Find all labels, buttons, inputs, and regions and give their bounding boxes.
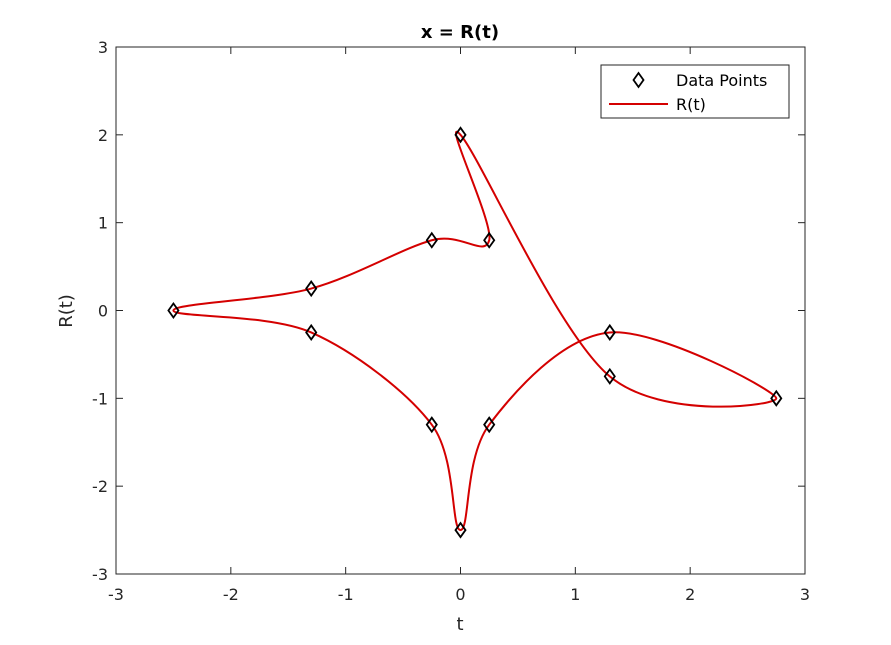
data-point-marker: [770, 389, 783, 407]
data-point-marker: [425, 231, 438, 249]
data-point-marker: [603, 367, 616, 385]
x-tick-label: -2: [223, 585, 239, 604]
x-tick-label: -3: [108, 585, 124, 604]
x-tick-label: -1: [338, 585, 354, 604]
data-point-marker: [603, 323, 616, 342]
data-point-marker: [483, 231, 496, 249]
legend-marker-slot: [632, 71, 645, 89]
data-point-marker: [305, 323, 318, 342]
x-tick-label: 0: [455, 585, 465, 604]
y-axis-label: R(t): [56, 294, 77, 328]
y-tick-label: 2: [98, 126, 108, 145]
data-point-marker: [305, 279, 318, 298]
y-tick-label: -3: [92, 565, 108, 584]
plot-box: [115, 46, 806, 575]
x-tick-label: 2: [685, 585, 695, 604]
r-t-curve: [172, 130, 778, 532]
data-point-marker: [167, 301, 180, 320]
legend-marker-swatch: [632, 71, 645, 89]
tick-labels: -3 -2 -1 0 1 2 3 -3 -2 -1 0 1 2 3: [92, 38, 810, 604]
legend-box: [600, 64, 790, 119]
x-tick-label: 3: [800, 585, 810, 604]
chart-title: x = R(t): [421, 22, 499, 43]
y-tick-label: 1: [98, 214, 108, 233]
y-tick-label: -2: [92, 477, 108, 496]
x-tick-label: 1: [570, 585, 580, 604]
legend-label-data-points: Data Points: [676, 71, 767, 90]
y-tick-label: 0: [98, 302, 108, 321]
plot-content: [167, 126, 783, 539]
y-tick-label: -1: [92, 389, 108, 408]
data-point-marker: [454, 521, 467, 539]
y-tick-label: 3: [98, 38, 108, 57]
legend: Data Points R(t): [600, 64, 790, 119]
data-point-marker: [425, 416, 438, 434]
data-point-marker: [454, 126, 467, 144]
legend-label-r-t: R(t): [676, 95, 706, 114]
x-axis-label: t: [456, 614, 463, 635]
data-point-marker: [483, 416, 496, 434]
plot-area: [116, 47, 805, 574]
